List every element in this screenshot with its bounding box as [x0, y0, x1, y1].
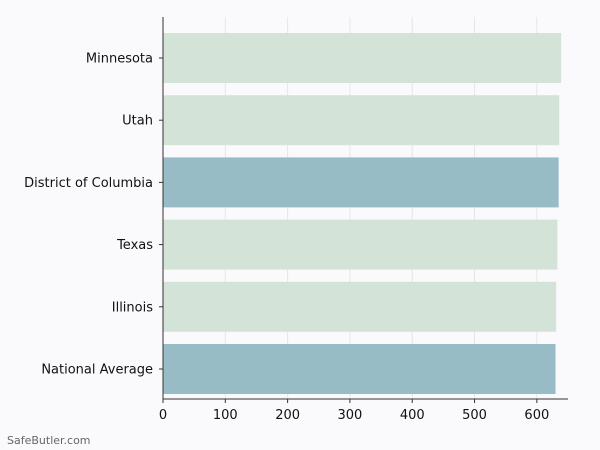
x-tick-label: 600: [524, 408, 549, 423]
bars: [163, 33, 562, 394]
category-label: National Average: [41, 363, 153, 378]
bar-utah: [163, 95, 560, 146]
x-tick-label: 400: [400, 408, 425, 423]
axes: Minnesota Utah District of Columbia Texas Il…: [24, 17, 568, 423]
bar-texas: [163, 219, 558, 270]
x-tick-label: 100: [213, 408, 238, 423]
bar-illinois: [163, 281, 557, 332]
x-tick-label: 300: [338, 408, 363, 423]
category-label: Minnesota: [86, 52, 153, 67]
x-tick-label: 0: [159, 408, 167, 423]
bar-national-average: [163, 344, 556, 394]
bar-district-of-columbia: [163, 157, 559, 208]
bar-minnesota: [163, 33, 562, 83]
category-label: Texas: [116, 238, 153, 253]
watermark: SafeButler.com: [7, 434, 91, 447]
category-label: Utah: [122, 114, 153, 129]
category-label: District of Columbia: [24, 176, 153, 191]
x-tick-label: 200: [275, 408, 300, 423]
x-tick-label: 500: [462, 408, 487, 423]
category-label: Illinois: [112, 300, 153, 315]
